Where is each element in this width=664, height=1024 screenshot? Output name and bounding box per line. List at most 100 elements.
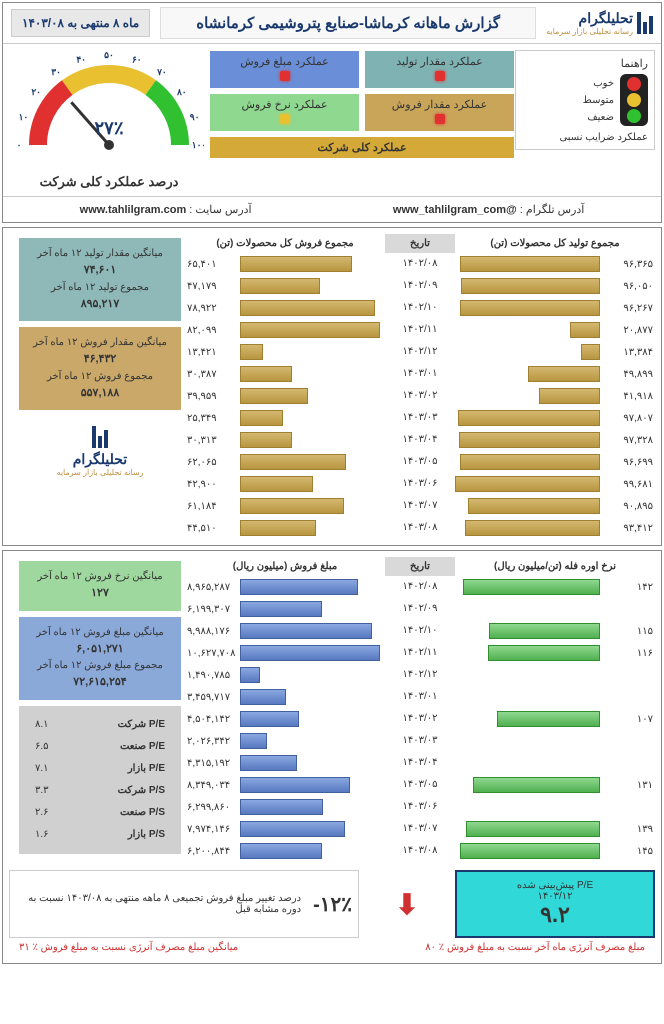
svg-text:۳۰: ۳۰ [51,67,61,77]
date-cell: ۱۴۰۳/۰۶ [385,473,455,495]
chart-row: ۴,۵۰۴,۱۴۲ [185,708,385,730]
chart-row: ۹۷,۸۰۷ [455,407,655,429]
chart-row: ۹۳,۴۱۲ [455,517,655,539]
production-sales-panel: مجموع تولید کل محصولات (تن) ۹۶,۳۶۵۹۶,۰۵۰… [2,227,662,546]
chart-row: ۱۱۶ [455,642,655,664]
avg-rate-box: میانگین نرخ فروش ۱۲ ماه آخر ۱۲۷ [19,561,181,611]
chart-row: ۴۱,۹۱۸ [455,385,655,407]
chart-row: ۹۹,۶۸۱ [455,473,655,495]
chart-row: ۶۲,۰۶۵ [185,451,385,473]
brand-tagline: رسانه تحلیلی بازار سرمایه [546,27,633,36]
pe-row: P/E شرکت۸.۱ [27,714,173,736]
contact-row: آدرس تلگرام : @www_tahlilgram_com آدرس س… [3,196,661,222]
brand-name: تحلیلگرام [546,10,633,27]
footnote-left: میانگین مبلغ مصرف آنرژی نسبت به مبلغ فرو… [19,942,238,953]
date-cell: ۱۴۰۲/۰۸ [385,576,455,598]
chart-row: ۱۳,۳۸۴ [455,341,655,363]
chart-row: ۴,۳۱۵,۱۹۲ [185,752,385,774]
chart-row: ۱۰۷ [455,708,655,730]
date-cell: ۱۴۰۲/۱۱ [385,642,455,664]
change-summary: -۱۲٪ درصد تغییر مبلغ فروش تجمیعی ۸ ماهه … [9,870,359,938]
chart-row: ۱۰,۶۲۷,۷۰۸ [185,642,385,664]
chart-row: ۶,۲۹۹,۸۶۰ [185,796,385,818]
change-text: درصد تغییر مبلغ فروش تجمیعی ۸ ماهه منتهی… [16,893,301,915]
pe-row: P/S بازار۱.۶ [27,824,173,846]
avg-amount-box: میانگین مبلغ فروش ۱۲ ماه آخر ۶,۰۵۱,۲۷۱ م… [19,617,181,700]
svg-text:۴۰: ۴۰ [76,54,86,64]
chart-row: ۶,۱۹۹,۳۰۷ [185,598,385,620]
date-header-1: تاریخ [385,234,455,253]
chart-row [455,752,655,774]
date-cell: ۱۴۰۲/۰۹ [385,598,455,620]
date-cell: ۱۴۰۲/۱۰ [385,620,455,642]
date-cell: ۱۴۰۳/۰۳ [385,730,455,752]
prod-header: مجموع تولید کل محصولات (تن) [455,234,655,253]
summary-box: میانگین مقدار فروش ۱۲ ماه آخر۴۶,۴۳۲مجموع… [19,327,181,410]
gauge-percent: ۲۷٪ [14,118,204,139]
date-cell: ۱۴۰۲/۱۰ [385,297,455,319]
svg-text:۲۰: ۲۰ [31,87,41,97]
chart-row: ۳۰,۳۱۳ [185,429,385,451]
chart-row: ۹۶,۲۶۷ [455,297,655,319]
chart-row [455,730,655,752]
date-cell: ۱۴۰۳/۰۶ [385,796,455,818]
date-cell: ۱۴۰۲/۱۲ [385,664,455,686]
legend-item: عملکرد مقدار تولید [364,50,515,89]
chart-row: ۲۰,۸۷۷ [455,319,655,341]
chart-row: ۶۵,۴۰۱ [185,253,385,275]
chart-row: ۳,۴۵۹,۷۱۷ [185,686,385,708]
legend-item: عملکرد مقدار فروش [364,93,515,132]
date-cell: ۱۴۰۳/۰۵ [385,774,455,796]
date-cell: ۱۴۰۲/۰۸ [385,253,455,275]
report-title: گزارش ماهانه کرماشا-صنایع پتروشیمی کرمان… [160,7,536,39]
chart-row: ۱۳۹ [455,818,655,840]
chart-row [455,686,655,708]
down-arrow-icon: ⬇ [367,870,447,938]
legend-guide: راهنما خوب متوسط ضعیف عملکرد ضرایب نسبی [515,50,655,150]
chart-row: ۱۳۱ [455,774,655,796]
chart-row: ۸۲,۰۹۹ [185,319,385,341]
date-cell: ۱۴۰۳/۰۵ [385,451,455,473]
website-url: www.tahlilgram.com [80,204,187,216]
guide-mid: متوسط [583,95,614,106]
legend-overall: عملکرد کلی شرکت [209,136,515,159]
date-cell: ۱۴۰۲/۱۱ [385,319,455,341]
chart-row: ۳۹,۹۵۹ [185,385,385,407]
date-cell: ۱۴۰۲/۰۹ [385,275,455,297]
chart-row: ۶۱,۱۸۴ [185,495,385,517]
pe-row: P/E بازار۷.۱ [27,758,173,780]
chart-row: ۹۰,۸۹۵ [455,495,655,517]
chart-row: ۹۶,۰۵۰ [455,275,655,297]
chart-row: ۸,۹۶۵,۲۸۷ [185,576,385,598]
date-cell: ۱۴۰۳/۰۷ [385,818,455,840]
pe-predicted-box: P/E پیش‌بینی شده ۱۴۰۳/۱۲ ۹.۲ [455,870,655,938]
chart-row: ۴۹,۸۹۹ [455,363,655,385]
rate-header: نرخ اوره فله (تن/میلیون ریال) [455,557,655,576]
chart-row: ۱۳,۴۲۱ [185,341,385,363]
report-header: تحلیلگرام رسانه تحلیلی بازار سرمایه گزار… [3,3,661,44]
chart-row: ۳۰,۳۸۷ [185,363,385,385]
guide-good: خوب [583,78,614,89]
chart-row: ۶,۲۰۰,۸۴۴ [185,840,385,862]
performance-legend: عملکرد مقدار تولیدعملکرد مبلغ فروشعملکرد… [209,50,515,159]
chart-row: ۴۷,۱۷۹ [185,275,385,297]
chart-row [455,796,655,818]
svg-text:۰: ۰ [17,140,22,150]
guide-relative: عملکرد ضرایب نسبی [522,132,648,143]
chart-row: ۱۴۲ [455,576,655,598]
gauge-label: درصد عملکرد کلی شرکت [9,174,209,190]
chart-row: ۹۷,۳۲۸ [455,429,655,451]
pe-row: P/S شرکت۳.۳ [27,780,173,802]
chart-row: ۱۴۵ [455,840,655,862]
chart-row: ۹,۹۸۸,۱۷۶ [185,620,385,642]
telegram-handle: @www_tahlilgram_com [393,204,517,216]
svg-text:۵۰: ۵۰ [104,50,114,60]
sales-header: مجموع فروش کل محصولات (تن) [185,234,385,253]
svg-text:۶۰: ۶۰ [132,54,142,64]
pe-row: P/S صنعت۲.۶ [27,802,173,824]
date-cell: ۱۴۰۳/۰۳ [385,407,455,429]
chart-row [455,664,655,686]
date-cell: ۱۴۰۳/۰۲ [385,708,455,730]
guide-title: راهنما [522,57,648,70]
date-cell: ۱۴۰۲/۱۲ [385,341,455,363]
